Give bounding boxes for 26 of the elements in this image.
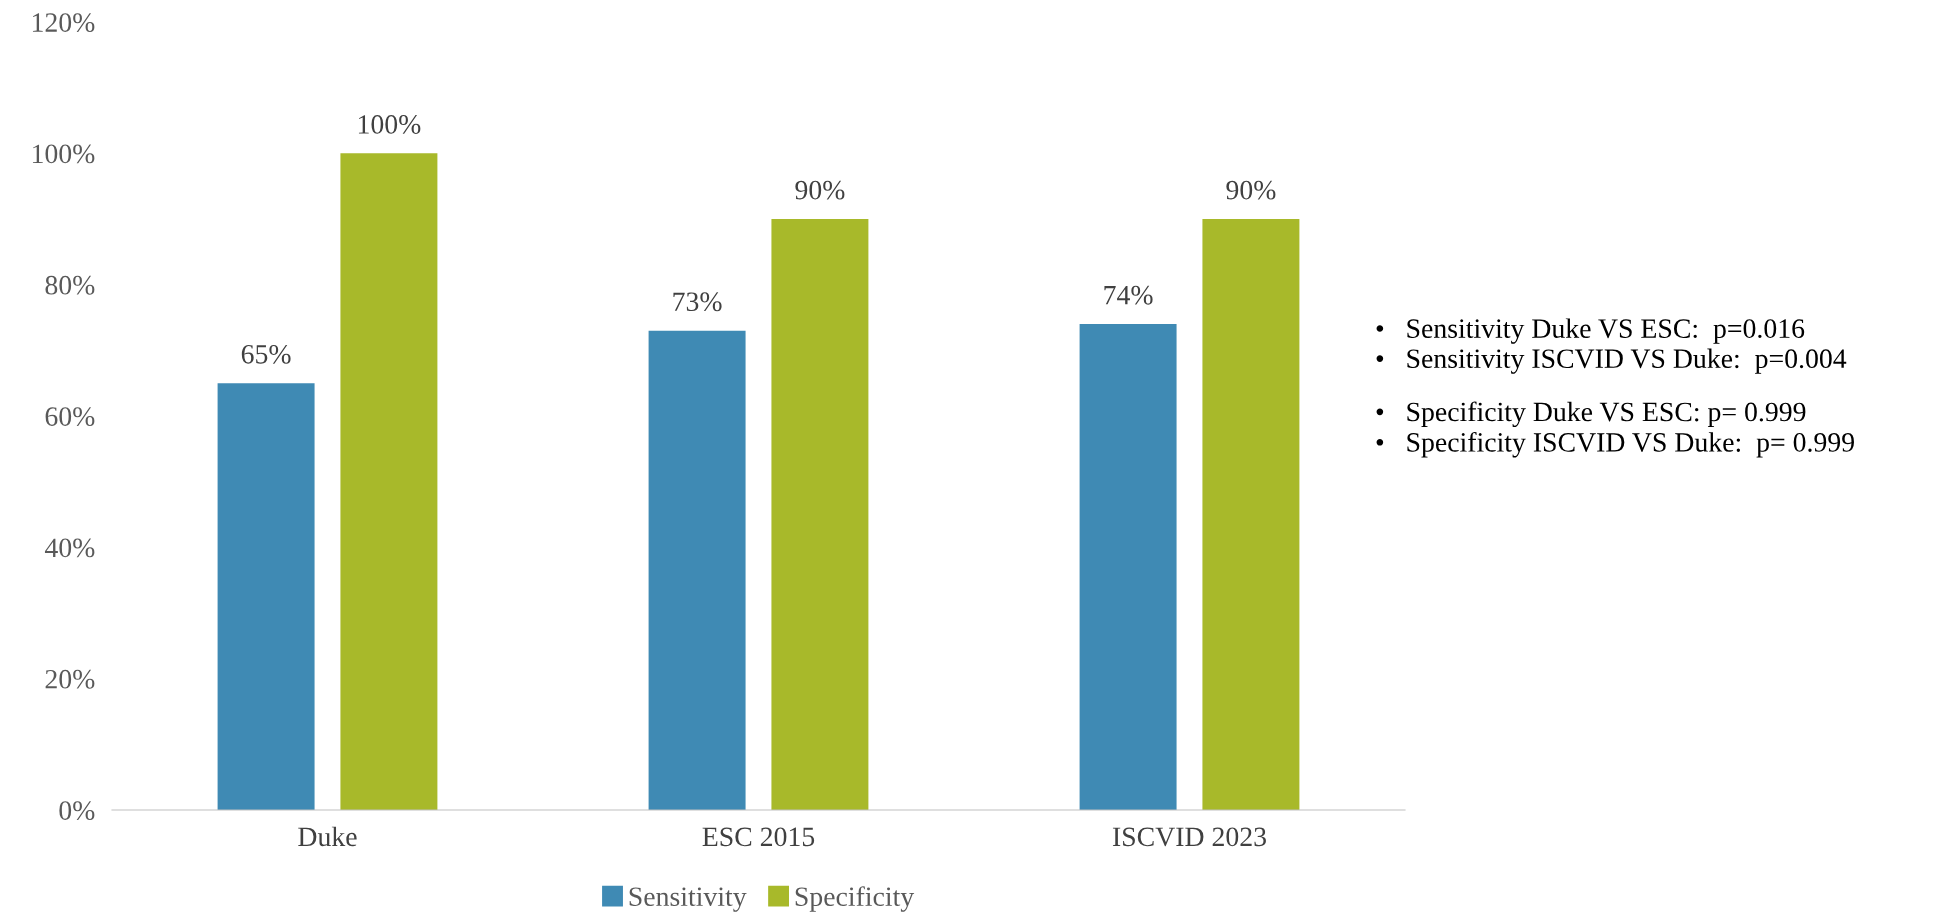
x-tick-label: ESC 2015: [702, 827, 815, 847]
bar: [1202, 219, 1300, 810]
y-tick-label: 100%: [32, 144, 95, 164]
y-tick-label: 80%: [45, 275, 95, 295]
y-tick-label: 40%: [44, 538, 95, 558]
data-label: 90%: [1226, 180, 1276, 200]
data-label: 74%: [1104, 285, 1153, 305]
data-label: 73%: [673, 292, 722, 312]
y-tick-label: 20%: [45, 669, 95, 689]
legend-label: Sensitivity: [629, 887, 747, 912]
bar: [340, 153, 438, 810]
y-tick-label: 0%: [59, 801, 95, 820]
legend-label: Specificity: [795, 886, 915, 912]
bar: [771, 219, 869, 810]
annotation: • Specificity Duke VS ESC: p= 0.999 • Specificity ISCVID VS Duke: p= 0.999: [1376, 401, 1854, 458]
y-tick-label: 60%: [45, 407, 95, 426]
data-label: 100%: [358, 115, 421, 134]
data-label: 90%: [795, 180, 845, 200]
bar: [217, 383, 315, 810]
data-label: 65%: [241, 344, 291, 364]
bar: [648, 330, 746, 810]
bar: [1079, 324, 1177, 810]
x-tick-label: ISCVID 2023: [1112, 827, 1266, 847]
x-tick-label: Duke: [298, 826, 357, 847]
annotation: • Sensitivity Duke VS ESC: p=0.016 • Sensitivity ISCVID VS Duke: p=0.004: [1376, 318, 1847, 374]
y-tick-label: 120%: [32, 13, 95, 32]
